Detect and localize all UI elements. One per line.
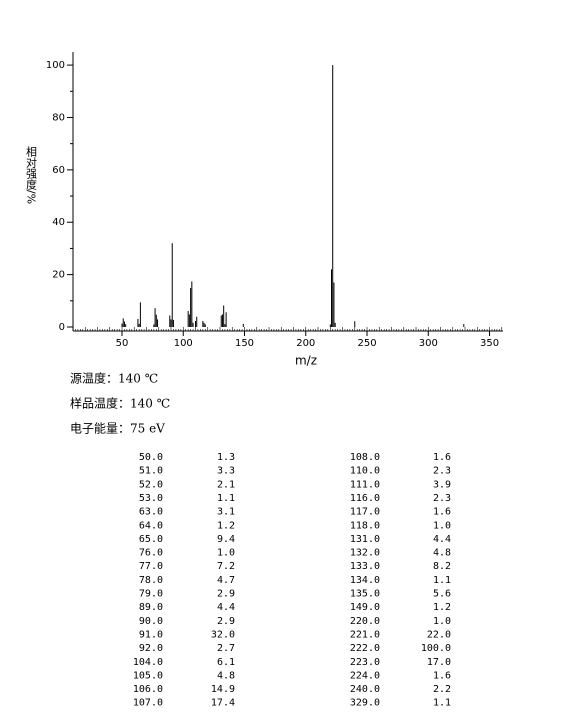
table-mz: 90.0: [139, 616, 163, 627]
table-intensity: 4.8: [433, 548, 451, 559]
x-tick-label: 200: [296, 338, 315, 349]
table-mz: 89.0: [139, 602, 163, 613]
table-intensity: 2.9: [217, 589, 235, 600]
annotation: 样品温度：140 ℃: [70, 396, 170, 411]
table-intensity: 1.0: [217, 548, 235, 559]
table-intensity: 4.7: [217, 575, 235, 586]
table-mz: 131.0: [350, 534, 380, 545]
table-mz: 222.0: [350, 643, 380, 654]
table-mz: 104.0: [133, 657, 163, 668]
table-intensity: 100.0: [421, 643, 451, 654]
y-tick-label: 80: [52, 112, 65, 123]
table-mz: 240.0: [350, 684, 380, 695]
table-intensity: 8.2: [433, 561, 451, 572]
table-mz: 63.0: [139, 507, 163, 518]
table-mz: 220.0: [350, 616, 380, 627]
table-intensity: 3.1: [217, 507, 235, 518]
y-tick-label: 100: [46, 60, 65, 71]
table-intensity: 7.2: [217, 561, 235, 572]
table-intensity: 17.4: [211, 698, 235, 709]
table-intensity: 32.0: [211, 629, 235, 640]
table-mz: 106.0: [133, 684, 163, 695]
table-intensity: 1.0: [433, 520, 451, 531]
table-mz: 105.0: [133, 670, 163, 681]
y-tick-label: 0: [59, 322, 65, 333]
table-intensity: 4.4: [433, 534, 451, 545]
table-intensity: 2.9: [217, 616, 235, 627]
table-intensity: 9.4: [217, 534, 235, 545]
table-mz: 53.0: [139, 493, 163, 504]
table-intensity: 1.6: [433, 507, 451, 518]
table-intensity: 1.1: [433, 698, 451, 709]
table-mz: 223.0: [350, 657, 380, 668]
table-intensity: 2.3: [433, 466, 451, 477]
x-axis-label: m/z: [295, 354, 317, 368]
table-intensity: 1.1: [433, 575, 451, 586]
table-mz: 117.0: [350, 507, 380, 518]
table-intensity: 6.1: [217, 657, 235, 668]
x-tick-label: 50: [116, 338, 129, 349]
table-intensity: 3.9: [433, 479, 451, 490]
table-intensity: 1.2: [217, 520, 235, 531]
table-mz: 50.0: [139, 452, 163, 463]
table-mz: 64.0: [139, 520, 163, 531]
table-mz: 110.0: [350, 466, 380, 477]
x-tick-label: 250: [357, 338, 376, 349]
table-intensity: 2.3: [433, 493, 451, 504]
table-mz: 134.0: [350, 575, 380, 586]
table-mz: 107.0: [133, 698, 163, 709]
table-intensity: 17.0: [427, 657, 451, 668]
table-intensity: 1.6: [433, 452, 451, 463]
annotation: 电子能量：75 eV: [70, 422, 165, 436]
table-intensity: 2.7: [217, 643, 235, 654]
table-intensity: 1.1: [217, 493, 235, 504]
table-mz: 329.0: [350, 698, 380, 709]
table-mz: 221.0: [350, 629, 380, 640]
table-mz: 111.0: [350, 479, 380, 490]
table-intensity: 1.0: [433, 616, 451, 627]
table-mz: 116.0: [350, 493, 380, 504]
x-tick-label: 300: [419, 338, 438, 349]
x-tick-label: 150: [235, 338, 254, 349]
table-intensity: 5.6: [433, 589, 451, 600]
table-mz: 76.0: [139, 548, 163, 559]
table-intensity: 4.8: [217, 670, 235, 681]
table-intensity: 22.0: [427, 629, 451, 640]
x-tick-label: 350: [480, 338, 499, 349]
table-intensity: 2.1: [217, 479, 235, 490]
table-intensity: 3.3: [217, 466, 235, 477]
table-mz: 149.0: [350, 602, 380, 613]
table-mz: 118.0: [350, 520, 380, 531]
x-tick-label: 100: [174, 338, 193, 349]
table-mz: 132.0: [350, 548, 380, 559]
table-mz: 65.0: [139, 534, 163, 545]
table-intensity: 1.2: [433, 602, 451, 613]
table-mz: 77.0: [139, 561, 163, 572]
y-tick-label: 60: [52, 165, 65, 176]
table-mz: 52.0: [139, 479, 163, 490]
table-mz: 91.0: [139, 629, 163, 640]
table-mz: 78.0: [139, 575, 163, 586]
table-intensity: 1.3: [217, 452, 235, 463]
y-tick-label: 40: [52, 217, 65, 228]
table-mz: 51.0: [139, 466, 163, 477]
table-mz: 108.0: [350, 452, 380, 463]
y-axis-label: 相对强度/%: [25, 146, 38, 204]
annotation: 源温度：140 ℃: [70, 371, 158, 386]
table-mz: 92.0: [139, 643, 163, 654]
table-intensity: 2.2: [433, 684, 451, 695]
y-tick-label: 20: [52, 270, 65, 281]
table-mz: 135.0: [350, 589, 380, 600]
table-intensity: 1.6: [433, 670, 451, 681]
table-mz: 133.0: [350, 561, 380, 572]
table-mz: 224.0: [350, 670, 380, 681]
table-intensity: 14.9: [211, 684, 235, 695]
table-mz: 79.0: [139, 589, 163, 600]
table-intensity: 4.4: [217, 602, 235, 613]
